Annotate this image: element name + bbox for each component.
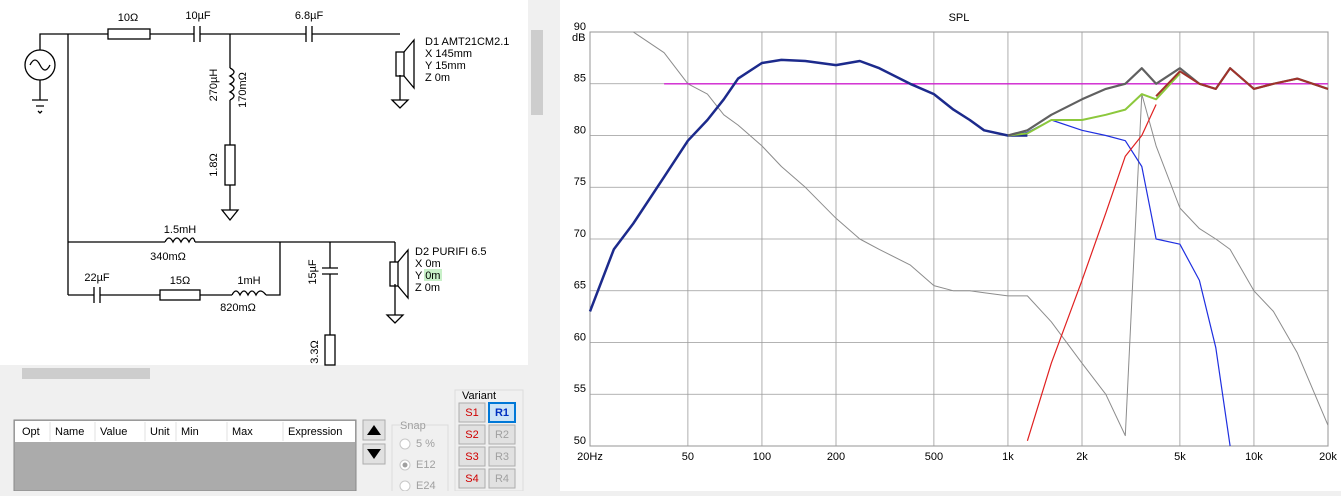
y-tick-label: 75 [574,176,586,188]
column-header[interactable]: Max [232,426,253,438]
v-scroll-thumb[interactable] [531,30,543,115]
snap-option[interactable]: 5 % [416,438,435,450]
component-label[interactable]: 10Ω [118,12,138,24]
arrow-down [367,449,381,459]
component-label[interactable]: 1.5mH [164,224,196,236]
y-tick-label: 50 [574,435,586,447]
arrow-up [367,425,381,435]
component-label[interactable]: 3.3Ω [309,340,321,364]
radio[interactable] [399,438,411,450]
column-header[interactable]: Value [100,426,127,438]
variant-label[interactable]: S1 [465,407,478,419]
variant-button[interactable] [458,446,486,467]
schematic: 10Ω 10µF 6.8µF 270µH 170mΩ 1.8Ω 1.5mH 34… [24,10,509,366]
h-scroll-thumb[interactable] [22,368,150,379]
x-tick-label: 2k [1076,451,1088,463]
variant-button[interactable] [488,424,516,445]
variant-label[interactable]: R1 [495,407,509,419]
component-label[interactable]: 1mH [237,275,260,287]
variant-buttons: S1 R1 S2 R2 S3 R3 S4 R4 [458,402,516,489]
component-label[interactable]: 10µF [185,10,211,22]
y-tick-label: 80 [574,124,586,136]
variant-button[interactable] [458,424,486,445]
x-tick-label: 50 [682,451,694,463]
y-axis-label: dB [572,32,585,44]
spl-curve [1026,104,1157,441]
table-header [15,421,355,442]
variant-button[interactable] [458,468,486,489]
snap-title: Snap [400,420,426,432]
y-tick-label: 65 [574,280,586,292]
x-tick-label: 10k [1245,451,1263,463]
component-label[interactable]: 820mΩ [220,302,256,314]
driver-name[interactable]: D1 AMT21CM2.1 [425,36,509,48]
component-label[interactable]: 15Ω [170,275,190,287]
component-label[interactable]: 6.8µF [295,10,324,22]
variant-button[interactable] [488,402,516,423]
driver-z: Z 0m [415,282,440,294]
driver-name[interactable]: D2 PURIFI 6.5 [415,246,487,258]
variant-label[interactable]: S2 [465,429,478,441]
table-columns: Opt Name Value Unit Min Max Expression [22,422,342,441]
radio-dot [402,462,408,468]
schematic-canvas[interactable] [0,0,528,365]
column-header[interactable]: Unit [150,426,170,438]
x-tick-label: 500 [925,451,943,463]
x-tick-label: 5k [1174,451,1186,463]
component-label[interactable]: 15µF [307,259,319,285]
variant-button[interactable] [488,446,516,467]
y-tick-label: 70 [574,228,586,240]
x-tick-label: 20Hz [577,451,603,463]
column-header[interactable]: Name [55,426,84,438]
driver-y: Y 15mm [425,60,466,72]
variant-label[interactable]: R3 [495,451,509,463]
component-label[interactable]: 22µF [84,272,110,284]
variant-title: Variant [462,390,496,402]
x-tick-label: 1k [1002,451,1014,463]
y-tick-label: 85 [574,73,586,85]
driver-x: X 0m [415,258,441,270]
driver-x: X 145mm [425,48,472,60]
radio[interactable] [399,480,411,492]
chart-title: SPL [949,12,970,24]
snap-option[interactable]: E24 [416,480,436,492]
component-label[interactable]: 270µH [208,69,220,102]
y-tick-label: 60 [574,331,586,343]
driver-z: Z 0m [425,72,450,84]
variant-button[interactable] [458,402,486,423]
variant-label[interactable]: R4 [495,473,509,485]
spl-curve [1155,67,1329,97]
column-header[interactable]: Min [181,426,199,438]
spl-curve [588,58,1028,312]
column-header[interactable]: Opt [22,426,40,438]
y-tick-label: 90 [574,21,586,33]
x-tick-label: 100 [753,451,771,463]
variant-label[interactable]: R2 [495,429,509,441]
variant-button[interactable] [488,468,516,489]
component-label[interactable]: 170mΩ [237,72,249,108]
spl-curve [1007,72,1181,137]
x-tick-label: 200 [827,451,845,463]
spl-curve [633,31,1329,437]
spl-chart: 50 55 60 65 70 75 80 85 90 20Hz 50 100 200 500 1k 2k 5k 1… [574,21,1338,463]
component-label[interactable]: 1.8Ω [208,153,220,177]
variant-label[interactable]: S3 [465,451,478,463]
x-tick-label: 20k [1319,451,1337,463]
snap-options: 5 % E12 E24 [399,438,436,492]
variant-label[interactable]: S4 [465,473,478,485]
column-header[interactable]: Expression [288,426,342,438]
driver-y: Y 0m [415,270,440,282]
component-label[interactable]: 340mΩ [150,251,186,263]
y-tick-label: 55 [574,383,586,395]
highlight [424,269,442,281]
snap-option[interactable]: E12 [416,459,436,471]
